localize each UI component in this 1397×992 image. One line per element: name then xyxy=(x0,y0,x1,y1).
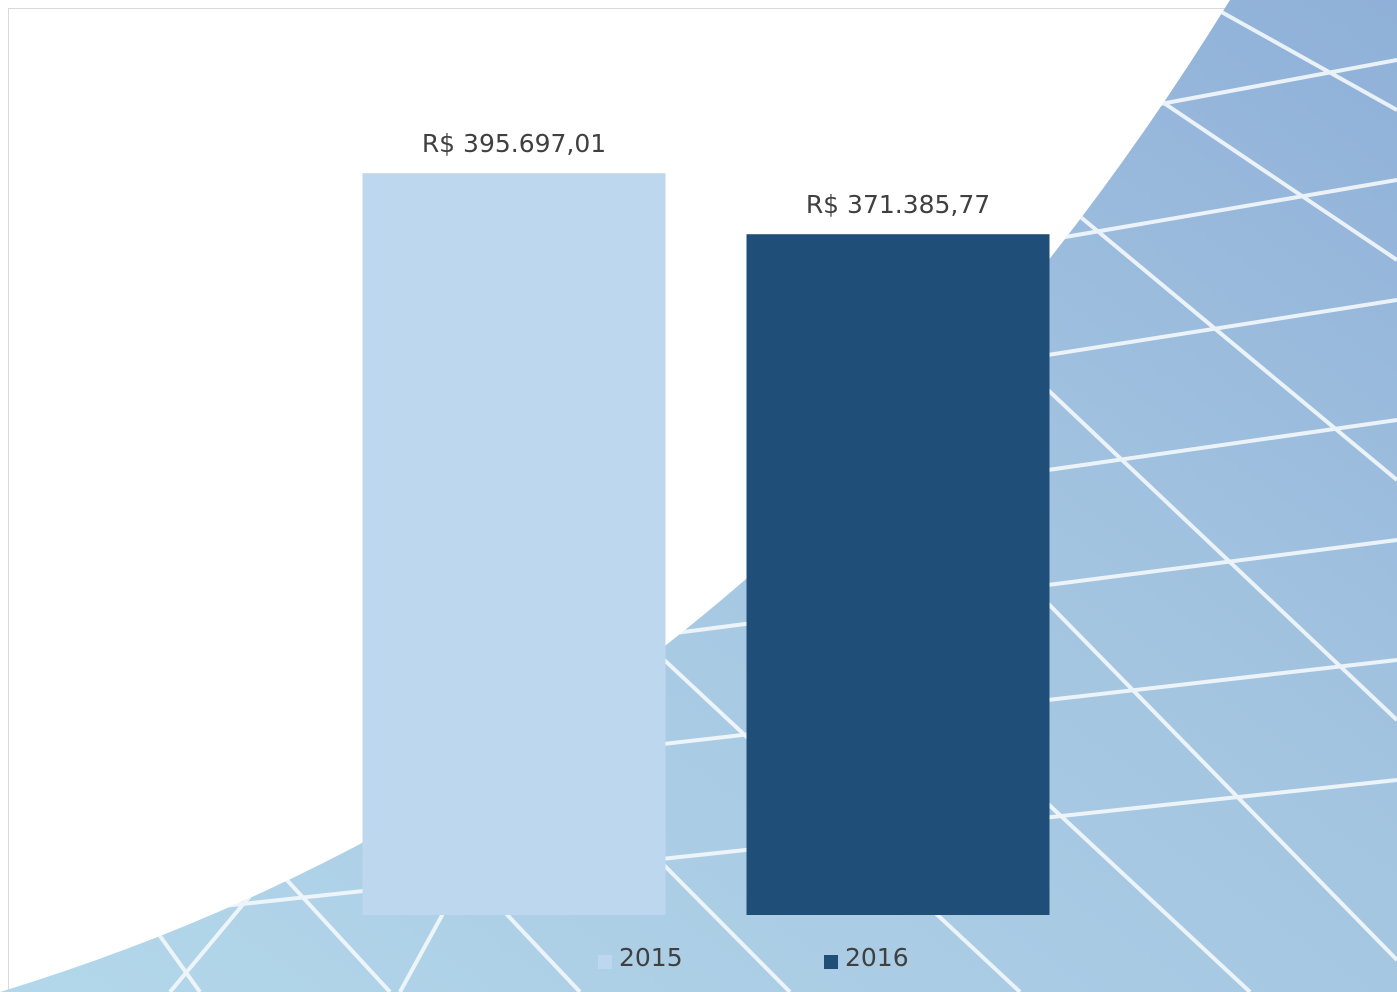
data-label: R$ 371.385,77 xyxy=(806,190,990,219)
data-label: R$ 395.697,01 xyxy=(422,129,606,158)
legend-swatch xyxy=(598,955,612,969)
legend-label: 2016 xyxy=(845,943,909,972)
bar xyxy=(362,173,666,916)
legend-swatch xyxy=(824,955,838,969)
bar xyxy=(746,234,1050,915)
legend-label: 2015 xyxy=(619,943,683,972)
